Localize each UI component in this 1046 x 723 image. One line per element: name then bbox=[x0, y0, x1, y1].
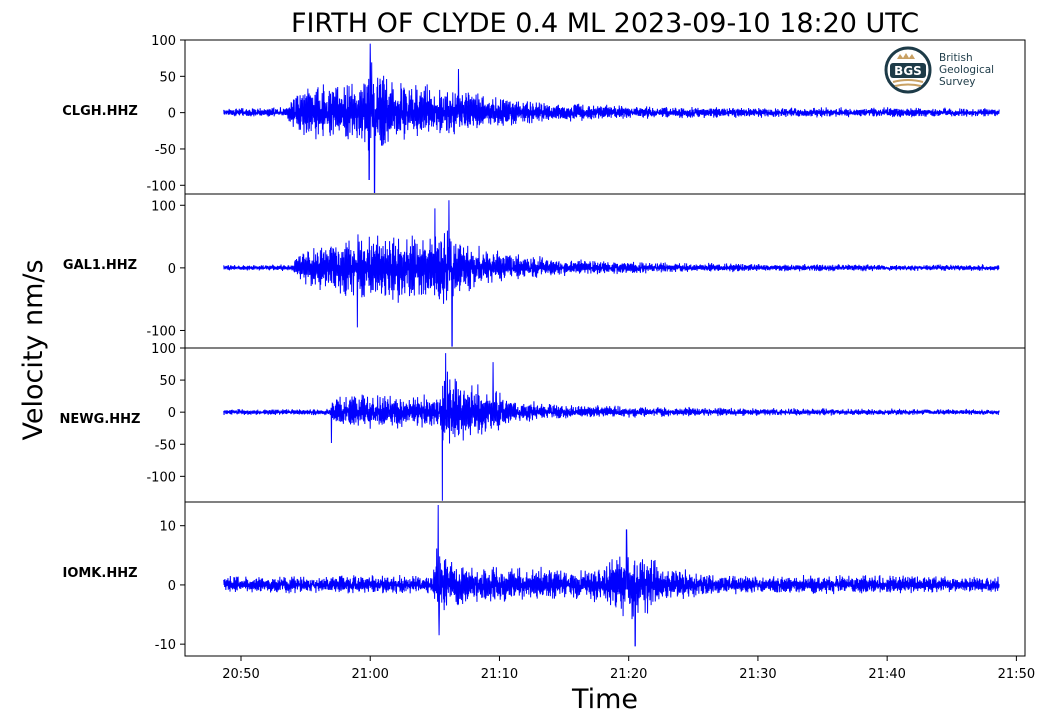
logo-name-line-3: Survey bbox=[939, 76, 976, 88]
y-tick-label: 0 bbox=[168, 579, 176, 594]
y-tick-label: 50 bbox=[159, 70, 176, 85]
y-tick-label: 50 bbox=[159, 374, 176, 389]
station-label: IOMK.HHZ bbox=[62, 566, 137, 581]
y-tick-label: -100 bbox=[146, 179, 176, 194]
x-tick-label: 21:50 bbox=[998, 667, 1035, 682]
logo-emblem-text: BGS bbox=[894, 64, 922, 78]
strata-icon bbox=[892, 79, 924, 87]
x-axis: 20:50 21:00 21:10 21:20 21:30 21:40 21:50 bbox=[222, 656, 1035, 682]
station-label: CLGH.HHZ bbox=[62, 104, 138, 119]
y-tick-label: 0 bbox=[168, 406, 176, 421]
crown-icon bbox=[897, 53, 915, 59]
y-tick-label: -100 bbox=[146, 324, 176, 339]
station-label: NEWG.HHZ bbox=[60, 412, 141, 427]
panel-frame bbox=[184, 501, 1026, 657]
waveform-clgh-hhz bbox=[223, 43, 1000, 194]
x-tick-label: 21:00 bbox=[351, 667, 388, 682]
chart-title: FIRTH OF CLYDE 0.4 ML 2023-09-10 18:20 U… bbox=[291, 8, 919, 39]
y-tick-label: 0 bbox=[168, 262, 176, 277]
panel-frame bbox=[184, 347, 1026, 503]
x-tick-label: 20:50 bbox=[222, 667, 259, 682]
y-tick-label: 100 bbox=[151, 342, 176, 357]
waveform-iomk-hhz bbox=[223, 504, 1000, 647]
waveform-gal1-hhz bbox=[223, 200, 1000, 347]
y-tick-label: -50 bbox=[155, 143, 176, 158]
panels: 100500-50-100CLGH.HHZ1000-100GAL1.HHZ100… bbox=[60, 34, 1026, 657]
station-label: GAL1.HHZ bbox=[63, 258, 137, 273]
bgs-logo: BGS British Geological Survey bbox=[884, 46, 994, 94]
y-tick-label: -10 bbox=[155, 638, 176, 653]
y-tick-label: 100 bbox=[151, 199, 176, 214]
panel-gal1-hhz: 100 0 -100 GAL1.HHZ bbox=[63, 193, 1026, 349]
y-tick-label: -100 bbox=[146, 470, 176, 485]
logo-name-line-1: British bbox=[939, 52, 973, 64]
y-tick-label: 10 bbox=[159, 520, 176, 535]
logo-name-line-2: Geological bbox=[939, 64, 994, 76]
x-tick-label: 21:40 bbox=[868, 667, 905, 682]
x-tick-label: 21:10 bbox=[481, 667, 518, 682]
y-tick-label: -50 bbox=[155, 438, 176, 453]
y-tick-label: 100 bbox=[151, 34, 176, 49]
panel-clgh-hhz: 100 50 0 -50 -100 CLGH.HHZ bbox=[62, 34, 1026, 195]
panel-iomk-hhz: 10 0 -10 IOMK.HHZ bbox=[62, 501, 1026, 657]
x-axis-label: Time bbox=[571, 684, 638, 715]
x-tick-label: 21:30 bbox=[739, 667, 776, 682]
panel-newg-hhz: 100 50 0 -50 -100 NEWG.HHZ bbox=[60, 342, 1026, 503]
y-axis-label: Velocity nm/s bbox=[18, 259, 49, 440]
waveform-newg-hhz bbox=[223, 353, 1000, 501]
bgs-emblem-bar bbox=[890, 63, 926, 78]
x-tick-label: 21:20 bbox=[610, 667, 647, 682]
y-tick-label: 0 bbox=[168, 107, 176, 122]
